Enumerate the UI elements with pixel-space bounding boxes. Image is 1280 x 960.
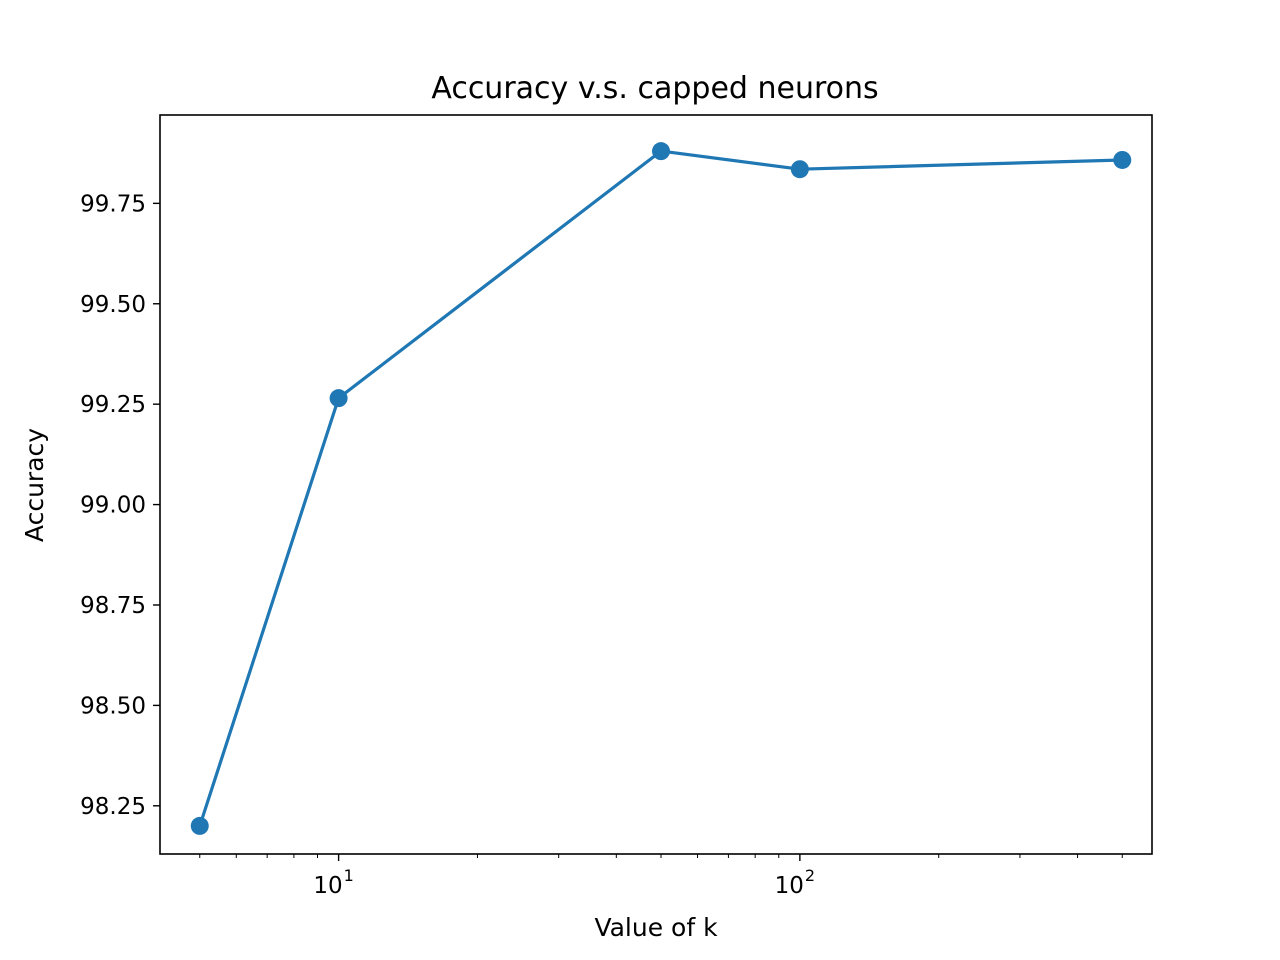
data-point — [329, 389, 348, 408]
series-line — [198, 149, 1123, 827]
series-layer — [190, 142, 1132, 835]
chart-title: Accuracy v.s. capped neurons — [431, 71, 878, 106]
plot-area-frame — [159, 114, 1153, 855]
x-tick-label: 10 — [313, 873, 342, 899]
y-axis-ticks: 98.25 98.50 98.75 99.00 99.25 99.50 99.75 — [80, 191, 160, 820]
x-axis-label: Value of k — [594, 913, 718, 942]
y-tick-label: 99.50 — [80, 292, 146, 318]
data-point — [190, 816, 209, 835]
y-tick-label: 99.00 — [80, 493, 146, 519]
y-tick-label: 99.25 — [80, 392, 146, 418]
data-point — [1113, 150, 1132, 169]
y-axis-label: Accuracy — [20, 428, 49, 542]
y-tick-label: 98.75 — [80, 593, 146, 619]
x-tick-label-exponent: 1 — [344, 866, 354, 885]
data-point — [652, 142, 671, 161]
y-tick-label: 98.50 — [80, 693, 146, 719]
x-tick-label-exponent: 2 — [805, 866, 815, 885]
y-tick-label: 99.75 — [80, 191, 146, 217]
x-axis-ticks: 10 1 10 2 — [199, 854, 1123, 899]
x-tick-label: 10 — [775, 873, 804, 899]
y-tick-label: 98.25 — [80, 794, 146, 820]
data-point — [790, 160, 809, 179]
